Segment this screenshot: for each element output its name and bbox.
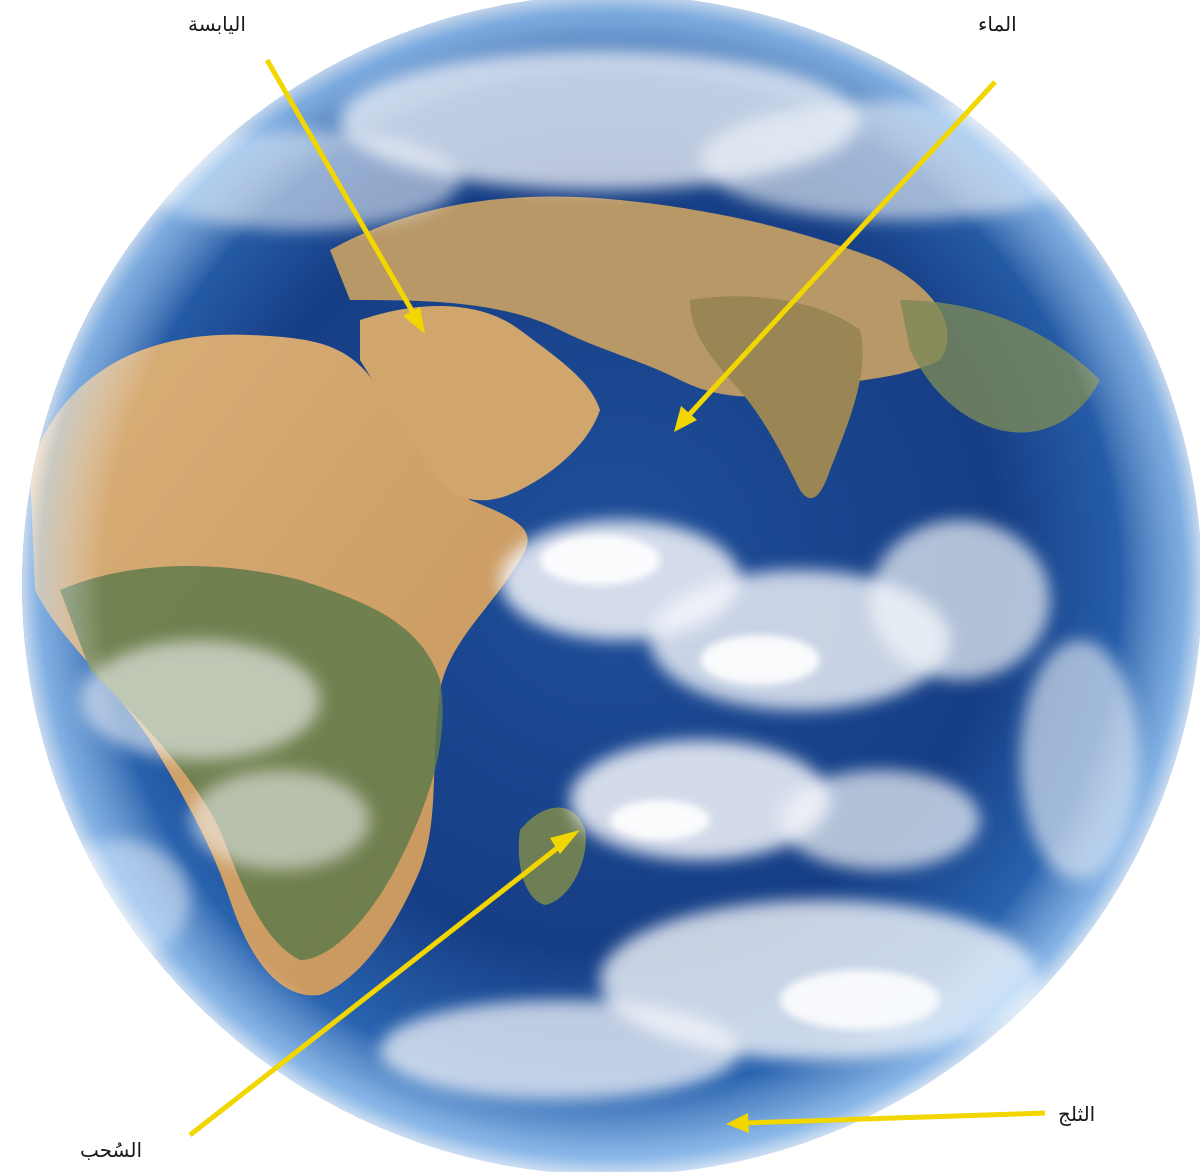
label-snow: الثلج (1058, 1102, 1096, 1126)
arrow-land (264, 58, 425, 334)
arrow-clouds (188, 830, 580, 1137)
label-land: اليابسة (188, 12, 246, 36)
annotation-arrows (188, 58, 1046, 1137)
label-clouds: السُحب (80, 1138, 143, 1162)
label-water: الماء (978, 12, 1017, 36)
arrow-water (674, 80, 997, 432)
arrow-snow (726, 1110, 1046, 1133)
earth-globe (22, 0, 1200, 1172)
